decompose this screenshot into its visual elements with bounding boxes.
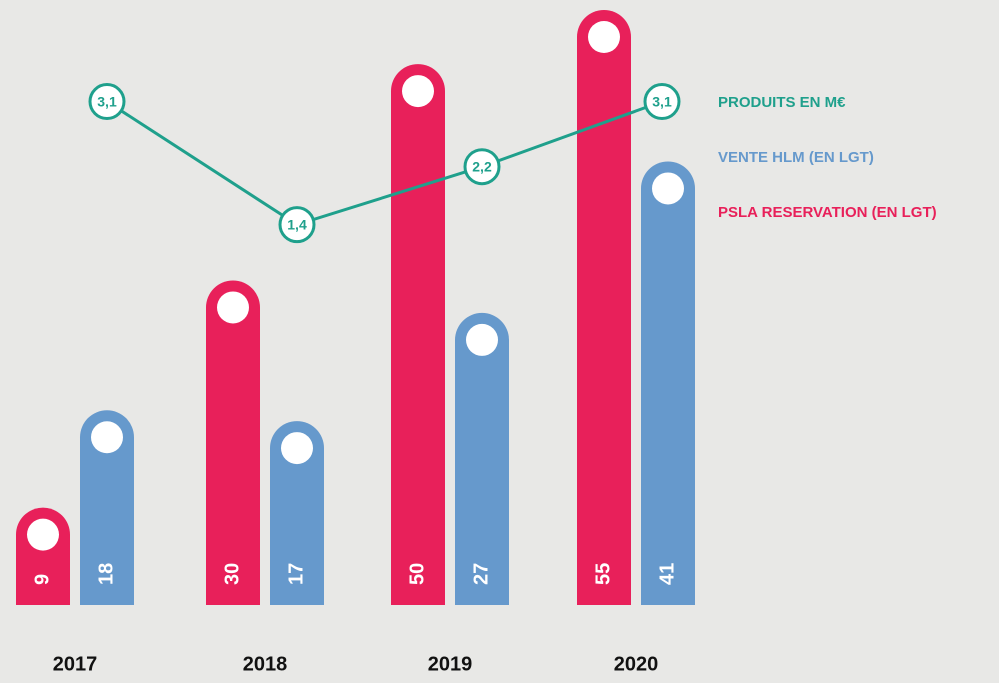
bar-cap bbox=[217, 291, 249, 324]
line-marker bbox=[278, 206, 316, 244]
line-marker bbox=[643, 83, 681, 121]
value-label: 9 bbox=[31, 574, 53, 585]
bar-cap bbox=[402, 75, 434, 108]
bar bbox=[641, 161, 695, 606]
bar-cap bbox=[588, 21, 620, 53]
bar-cap bbox=[281, 432, 313, 465]
value-label: 3,1 bbox=[97, 93, 117, 109]
line bbox=[106, 100, 663, 227]
value-label: 50 bbox=[406, 563, 428, 585]
line-marker bbox=[463, 148, 501, 186]
x-tick-label: 2020 bbox=[614, 653, 659, 675]
value-label: 55 bbox=[592, 563, 614, 585]
bar bbox=[577, 10, 631, 605]
legend-label: PSLA RESERVATION (EN LGT) bbox=[718, 204, 937, 221]
bar-cap bbox=[91, 421, 123, 454]
bar-cap bbox=[466, 323, 498, 356]
value-label: 27 bbox=[470, 563, 492, 585]
x-tick-label: 2019 bbox=[428, 653, 473, 675]
value-label: 41 bbox=[656, 563, 678, 585]
value-label: 30 bbox=[221, 563, 243, 585]
bar bbox=[206, 280, 260, 605]
bar bbox=[80, 410, 134, 605]
bar-cap bbox=[652, 172, 684, 205]
bar-cap bbox=[27, 518, 59, 551]
value-label: 1,4 bbox=[287, 216, 307, 232]
value-label: 18 bbox=[95, 563, 117, 585]
line-marker bbox=[88, 83, 126, 121]
legend-label: VENTE HLM (EN LGT) bbox=[718, 149, 874, 166]
value-label: 2,2 bbox=[472, 158, 492, 174]
bar bbox=[270, 421, 324, 605]
value-label: 17 bbox=[285, 563, 307, 585]
legend-label: PRODUITS EN M€ bbox=[718, 94, 846, 111]
bar bbox=[455, 312, 509, 605]
x-tick-label: 2017 bbox=[53, 653, 98, 675]
value-label: 3,1 bbox=[652, 93, 672, 109]
x-tick-label: 2018 bbox=[243, 653, 288, 675]
bar bbox=[391, 64, 445, 605]
